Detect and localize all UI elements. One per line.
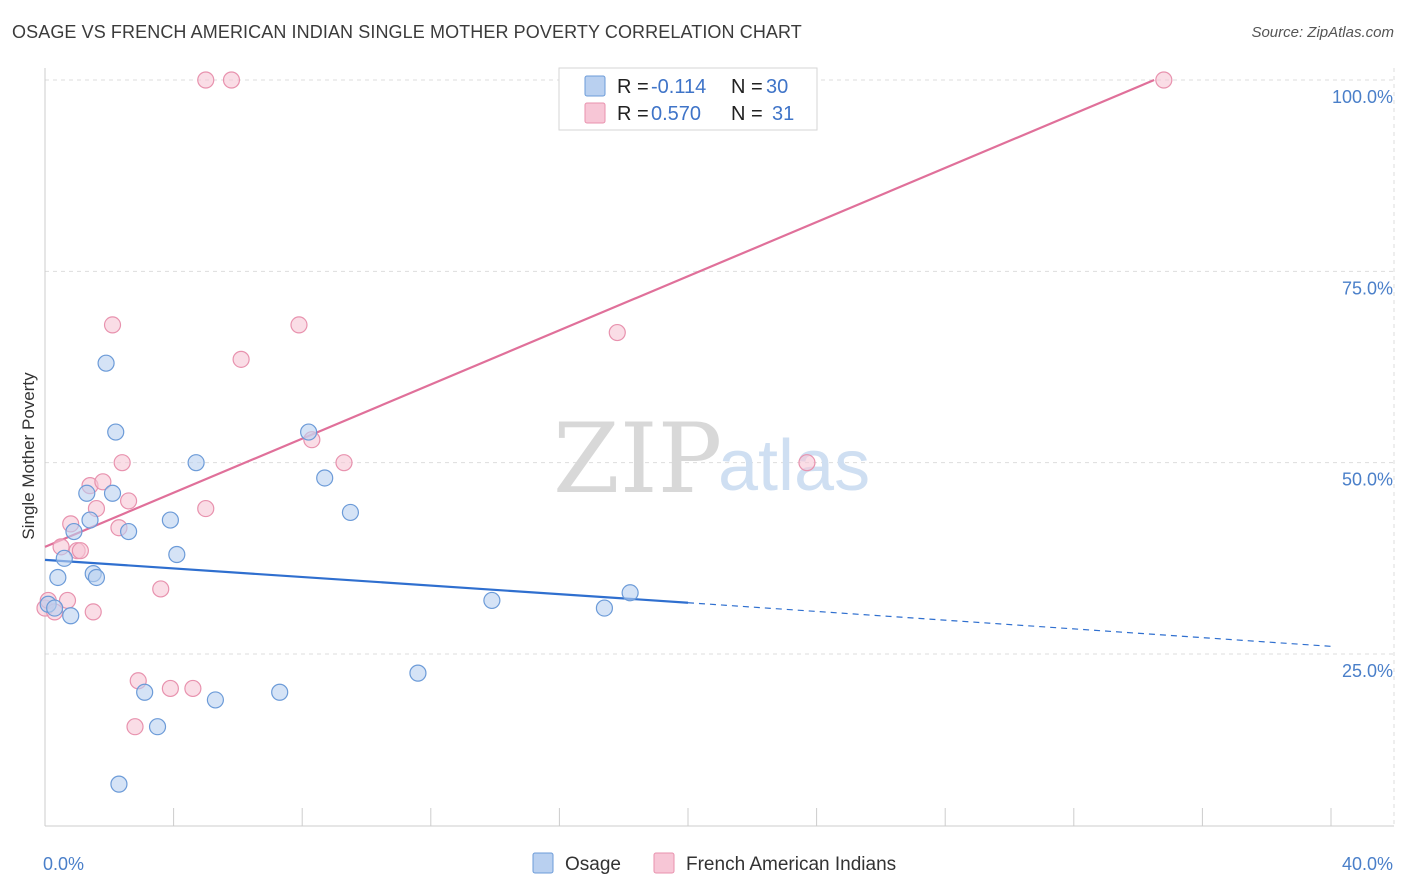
points-layer [36, 71, 1173, 793]
point-osage [316, 469, 334, 487]
point-osage [81, 511, 99, 529]
x-tick-label: 0.0% [43, 854, 84, 874]
point-french [103, 316, 122, 334]
legend-r-label-osage: R = [617, 76, 649, 98]
point-french [184, 679, 202, 698]
point-osage [595, 599, 614, 617]
bottom-legend-swatch-osage [532, 852, 554, 874]
legend-box: R = -0.114 N = 30 R = 0.570 N = 31 [558, 67, 818, 131]
legend-n-value-osage: 30 [766, 76, 788, 98]
point-osage [97, 354, 115, 372]
point-french [94, 473, 112, 491]
bottom-legend-label-french: French American Indians [686, 854, 896, 875]
legend-swatch-osage [584, 75, 606, 97]
point-osage [110, 775, 128, 793]
point-osage [409, 664, 427, 682]
point-osage [148, 718, 167, 736]
chart-title: OSAGE VS FRENCH AMERICAN INDIAN SINGLE M… [12, 22, 802, 42]
legend-swatch-french [584, 102, 606, 124]
point-osage [46, 599, 64, 617]
legend-n-label-osage: N = [731, 76, 763, 98]
point-osage [161, 511, 179, 529]
y-tick-label: 50.0% [1342, 470, 1393, 490]
point-french [608, 323, 626, 342]
point-osage [187, 454, 205, 472]
axes-layer: 25.0% 50.0% 75.0% 100.0% 0.0% 40.0% [43, 68, 1394, 874]
point-osage [55, 549, 73, 567]
point-french [335, 454, 353, 472]
point-french [798, 454, 816, 472]
trend-line-osage-extrapolated [687, 602, 1332, 647]
point-french [197, 71, 215, 89]
point-french [290, 316, 308, 334]
point-french [119, 492, 138, 510]
point-osage [65, 522, 83, 541]
point-osage [49, 568, 67, 587]
point-french [71, 542, 89, 560]
point-osage [271, 683, 289, 701]
point-osage [168, 545, 186, 564]
point-french [232, 350, 250, 368]
point-osage [136, 683, 154, 701]
point-french [197, 499, 215, 518]
bottom-legend-swatch-french [653, 852, 675, 874]
point-french [222, 71, 241, 89]
trend-line-french [44, 78, 1155, 548]
point-osage [483, 591, 501, 610]
point-french [113, 454, 131, 472]
watermark: ZIP atlas [553, 403, 870, 515]
y-tick-label: 100.0% [1332, 87, 1393, 107]
point-french [161, 679, 179, 698]
point-osage [206, 691, 224, 709]
point-osage [78, 484, 96, 502]
point-osage [103, 484, 122, 502]
y-tick-label: 75.0% [1342, 278, 1393, 298]
chart-source: Source: ZipAtlas.com [1251, 24, 1394, 41]
point-osage [107, 423, 125, 441]
legend-r-label-french: R = [617, 103, 649, 125]
trend-line-osage [44, 558, 689, 604]
point-osage [341, 503, 360, 522]
point-french [126, 718, 144, 736]
y-tick-label: 25.0% [1342, 661, 1393, 681]
point-osage [62, 607, 80, 625]
y-axis-label: Single Mother Poverty [19, 372, 38, 540]
point-french [152, 580, 170, 598]
point-osage [300, 423, 318, 441]
point-osage [119, 522, 138, 541]
legend-r-value-osage: -0.114 [651, 76, 706, 98]
watermark-atlas: atlas [718, 426, 870, 506]
bottom-legend: Osage French American Indians [532, 852, 896, 875]
watermark-zip: ZIP [553, 403, 722, 515]
legend-n-label-french: N = [731, 103, 763, 125]
point-osage [621, 584, 639, 602]
x-tick-label: 40.0% [1342, 854, 1393, 874]
bottom-legend-label-osage: Osage [565, 854, 621, 875]
point-osage [87, 568, 106, 587]
legend-n-value-french: 31 [772, 103, 794, 125]
point-french [84, 603, 102, 621]
point-french [1155, 71, 1173, 89]
trend-layer [44, 78, 1332, 647]
legend-r-value-french: 0.570 [651, 103, 701, 125]
